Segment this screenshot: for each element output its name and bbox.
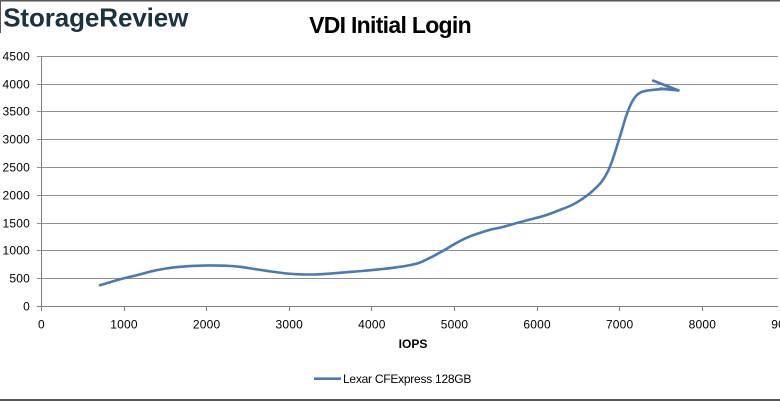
- svg-text:5000: 5000: [441, 318, 469, 332]
- svg-text:Lexar CFExpress 128GB: Lexar CFExpress 128GB: [343, 372, 471, 386]
- svg-text:1000: 1000: [110, 318, 138, 332]
- svg-text:4000: 4000: [3, 78, 31, 92]
- svg-text:2000: 2000: [3, 189, 31, 203]
- svg-text:7000: 7000: [606, 318, 634, 332]
- svg-text:9000: 9000: [771, 318, 780, 332]
- svg-text:1500: 1500: [3, 217, 31, 231]
- svg-text:0: 0: [38, 318, 45, 332]
- svg-text:2500: 2500: [3, 161, 31, 175]
- svg-text:4500: 4500: [3, 50, 31, 64]
- svg-text:VDI Initial Login: VDI Initial Login: [309, 12, 471, 38]
- svg-text:8000: 8000: [689, 318, 717, 332]
- svg-text:2000: 2000: [193, 318, 221, 332]
- svg-text:3000: 3000: [3, 133, 31, 147]
- svg-text:3500: 3500: [3, 105, 31, 119]
- svg-text:1000: 1000: [3, 244, 31, 258]
- svg-text:StorageReview: StorageReview: [3, 3, 189, 33]
- svg-text:500: 500: [9, 272, 30, 286]
- svg-text:0: 0: [23, 300, 30, 314]
- svg-text:3000: 3000: [276, 318, 304, 332]
- svg-text:IOPS: IOPS: [399, 337, 428, 351]
- svg-text:6000: 6000: [523, 318, 551, 332]
- svg-text:4000: 4000: [358, 318, 386, 332]
